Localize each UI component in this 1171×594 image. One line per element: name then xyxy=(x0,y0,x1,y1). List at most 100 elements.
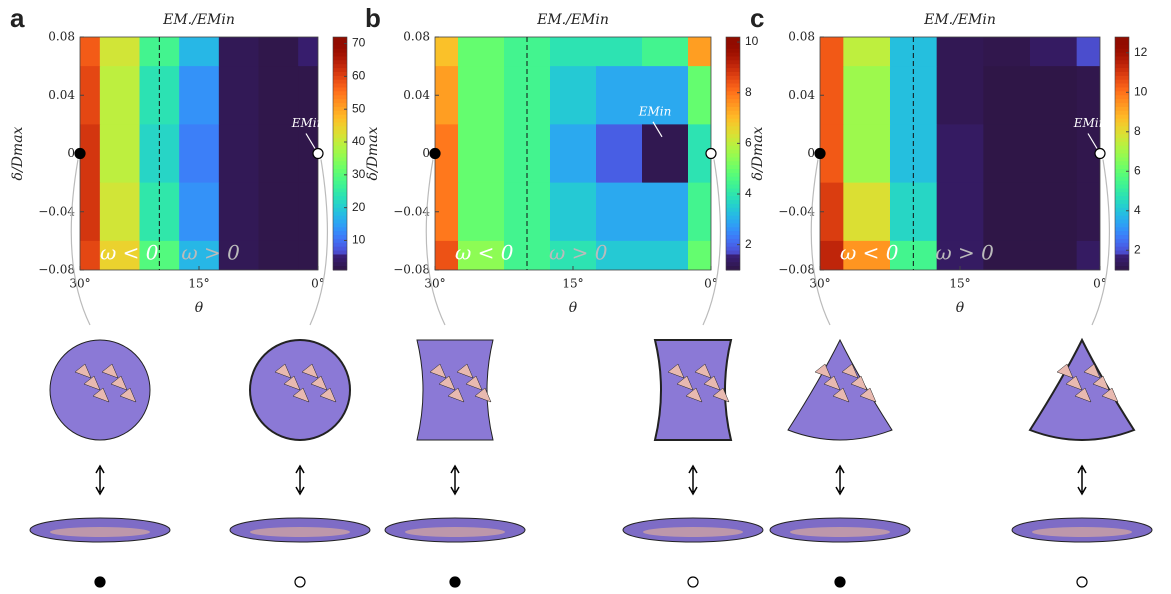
colorbar-step xyxy=(1115,103,1129,107)
colorbar-step xyxy=(726,49,740,53)
colorbar-step xyxy=(726,68,740,72)
chart-title: EM./EMin xyxy=(162,12,235,28)
colorbar-step xyxy=(333,111,347,115)
state-marker xyxy=(95,577,105,587)
colorbar-step xyxy=(1115,262,1129,266)
colorbar-step xyxy=(1115,95,1129,99)
heatmap-cell xyxy=(219,124,259,183)
colorbar-step xyxy=(1115,161,1129,165)
colorbar-step xyxy=(333,185,347,189)
x-tick-label: 30° xyxy=(424,277,445,291)
colorbar-step xyxy=(726,146,740,150)
double-arrow xyxy=(296,466,304,494)
colorbar-tick-label: 8 xyxy=(1134,124,1141,138)
colorbar-step xyxy=(726,126,740,130)
panel-label: c xyxy=(750,3,764,33)
colorbar-step xyxy=(1115,208,1129,212)
heatmap-cell xyxy=(550,183,597,242)
colorbar-step xyxy=(726,196,740,200)
colorbar-step xyxy=(726,80,740,84)
colorbar-step xyxy=(1115,111,1129,115)
colorbar-step xyxy=(1115,223,1129,227)
state-marker xyxy=(450,577,460,587)
x-tick-label: 15° xyxy=(188,277,209,291)
colorbar-step xyxy=(1115,235,1129,239)
y-tick-label: −0.08 xyxy=(778,263,815,277)
colorbar-step xyxy=(1115,37,1129,41)
colorbar-step xyxy=(726,231,740,235)
y-tick-label: 0.08 xyxy=(48,30,75,44)
colorbar-tick-label: 30 xyxy=(352,167,366,181)
colorbar-step xyxy=(333,91,347,95)
chart-title: EM./EMin xyxy=(923,12,996,28)
chart-title: EM./EMin xyxy=(536,12,609,28)
colorbar-step xyxy=(726,204,740,208)
x-tick-label: 30° xyxy=(69,277,90,291)
colorbar-step xyxy=(333,208,347,212)
y-tick-label: 0.04 xyxy=(788,88,815,102)
colorbar-step xyxy=(333,84,347,88)
colorbar-step xyxy=(1115,188,1129,192)
x-axis-label: θ xyxy=(956,300,965,316)
colorbar-step xyxy=(726,169,740,173)
colorbar-step xyxy=(726,60,740,64)
colorbar-tick-label: 40 xyxy=(352,134,366,148)
colorbar-step xyxy=(333,169,347,173)
panel-label: b xyxy=(365,3,381,33)
colorbar-step xyxy=(1115,80,1129,84)
heatmap-cell xyxy=(100,66,140,125)
colorbar-step xyxy=(333,56,347,60)
colorbar-step xyxy=(726,99,740,103)
colorbar-step xyxy=(1115,157,1129,161)
region-label: ω > 0 xyxy=(935,241,994,265)
colorbar-step xyxy=(333,231,347,235)
region-label: ω > 0 xyxy=(549,241,608,265)
figure: aEM./EMin30°15°0°−0.08−0.0400.040.08θδ/D… xyxy=(0,0,1171,594)
region-label: ω < 0 xyxy=(455,241,514,265)
colorbar-step xyxy=(333,115,347,119)
colorbar-step xyxy=(726,95,740,99)
colorbar-step xyxy=(726,235,740,239)
colorbar-step xyxy=(333,220,347,224)
colorbar-step xyxy=(333,45,347,49)
colorbar-step xyxy=(726,41,740,45)
colorbar-step xyxy=(726,87,740,91)
y-tick-label: 0 xyxy=(807,146,815,160)
colorbar-step xyxy=(1115,76,1129,80)
colorbar-step xyxy=(1115,196,1129,200)
y-axis-label: δ/Dmax xyxy=(750,126,766,180)
colorbar-step xyxy=(1115,84,1129,88)
colorbar-step xyxy=(726,161,740,165)
colorbar-tick-label: 70 xyxy=(352,36,366,50)
colorbar-step xyxy=(333,258,347,262)
heatmap-cell xyxy=(179,66,219,125)
colorbar-step xyxy=(1115,204,1129,208)
colorbar-step xyxy=(333,122,347,126)
colorbar-step xyxy=(1115,87,1129,91)
colorbar-step xyxy=(726,212,740,216)
colorbar-step xyxy=(726,200,740,204)
heatmap-cell xyxy=(219,66,259,125)
colorbar-step xyxy=(333,254,347,258)
colorbar-step xyxy=(333,161,347,165)
colorbar-step xyxy=(1115,99,1129,103)
colorbar-step xyxy=(726,115,740,119)
region-label: ω > 0 xyxy=(181,241,240,265)
y-tick-label: 0.08 xyxy=(788,30,815,44)
heatmap-cell xyxy=(179,124,219,183)
colorbar-step xyxy=(726,239,740,243)
colorbar-step xyxy=(1115,154,1129,158)
colorbar-step xyxy=(726,220,740,224)
colorbar-step xyxy=(726,37,740,41)
colorbar-step xyxy=(333,150,347,154)
state-marker xyxy=(1077,577,1087,587)
heatmap-cell xyxy=(550,66,597,125)
colorbar-step xyxy=(333,192,347,196)
colorbar-step xyxy=(333,181,347,185)
heatmap-cell xyxy=(983,66,1030,125)
y-tick-label: −0.04 xyxy=(38,204,75,218)
colorbar-step xyxy=(333,235,347,239)
colorbar-step xyxy=(1115,227,1129,231)
colorbar-step xyxy=(333,103,347,107)
colorbar-tick-label: 4 xyxy=(1134,203,1141,217)
